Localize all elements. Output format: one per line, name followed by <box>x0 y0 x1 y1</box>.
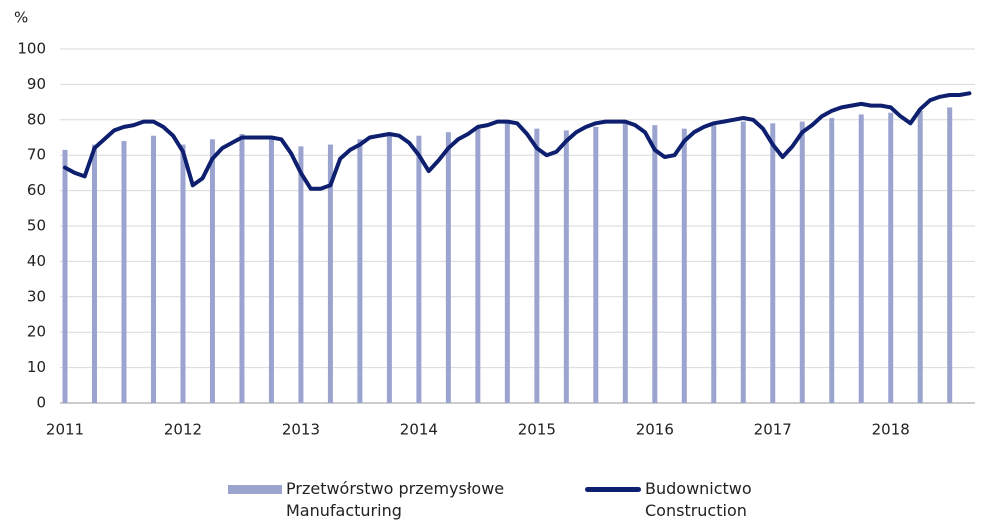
chart: % 0 10 20 30 40 50 60 70 80 90 100 2011 2012 2013 2014… <box>14 9 975 439</box>
y-tick-label: 70 <box>27 146 46 164</box>
bar <box>740 121 746 403</box>
bar <box>563 130 569 404</box>
bar <box>829 118 835 403</box>
y-tick-label: 60 <box>27 181 46 199</box>
y-tick-label: 40 <box>27 252 46 270</box>
bar <box>858 114 864 404</box>
x-tick-label: 2015 <box>518 421 556 439</box>
x-tick-label: 2011 <box>46 421 84 439</box>
y-tick-label: 20 <box>27 323 46 341</box>
y-tick-label: 0 <box>36 394 46 412</box>
y-tick-label: 10 <box>27 358 46 376</box>
legend-swatch <box>585 486 641 492</box>
bar <box>121 141 127 404</box>
bar <box>504 123 510 403</box>
x-tick-label: 2013 <box>282 421 320 439</box>
legend-label: Przetwórstwo przemysłowe Manufacturing <box>286 479 505 520</box>
bar <box>62 149 68 403</box>
bar <box>416 135 422 404</box>
y-tick-label: 90 <box>27 75 46 93</box>
bar <box>917 110 923 403</box>
bar <box>681 128 687 403</box>
x-tick-label: 2018 <box>872 421 910 439</box>
y-tick-label: 50 <box>27 217 46 235</box>
bar <box>947 107 953 403</box>
bar <box>239 133 245 403</box>
bar <box>888 112 894 403</box>
line <box>63 91 972 191</box>
legend-swatch <box>228 484 282 494</box>
x-tick-label: 2012 <box>164 421 202 439</box>
y-tick-label: 30 <box>27 287 46 305</box>
bar <box>298 146 304 403</box>
bar <box>622 123 628 403</box>
y-tick-label: 100 <box>17 40 46 58</box>
y-tick-label: 80 <box>27 110 46 128</box>
bar <box>445 132 451 403</box>
bar <box>209 139 215 403</box>
bar <box>180 144 186 403</box>
bar <box>327 144 333 403</box>
bar <box>711 125 717 404</box>
bar <box>268 135 274 404</box>
x-tick-label: 2017 <box>754 421 792 439</box>
x-tick-label: 2016 <box>636 421 674 439</box>
bar <box>386 135 392 404</box>
bar <box>593 126 599 403</box>
x-tick-label: 2014 <box>400 421 438 439</box>
legend-label: Budownictwo Construction <box>645 479 752 520</box>
bar <box>475 128 481 403</box>
bar <box>534 128 540 403</box>
bar <box>357 139 363 403</box>
y-unit: % <box>14 9 28 27</box>
bar <box>770 123 776 403</box>
bar <box>799 121 805 403</box>
bar <box>652 125 658 404</box>
bar <box>91 144 97 403</box>
bar <box>150 135 156 404</box>
